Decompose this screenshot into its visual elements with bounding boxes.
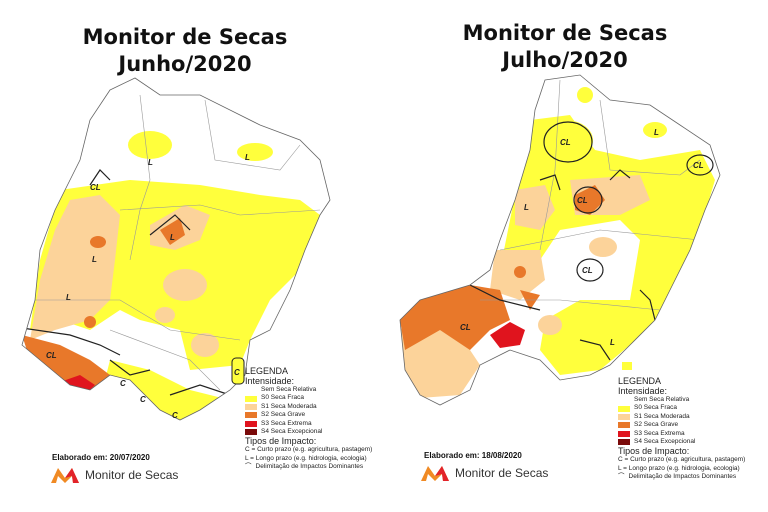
- legend-item: S3 Seca Extrema: [618, 430, 745, 438]
- legend-item: S3 Seca Extrema: [245, 420, 372, 428]
- impact-label: CL: [577, 196, 588, 205]
- legend-item: S0 Seca Fraca: [618, 404, 745, 412]
- monitor-de-secas-logo-icon: [421, 466, 449, 481]
- legend-item: Sem Seca Relativa: [245, 386, 372, 394]
- legend-label: S2 Seca Grave: [261, 411, 306, 419]
- legend-title: LEGENDA: [245, 366, 289, 376]
- legend-july: LEGENDA Intensidade: Sem Seca Relativa S…: [618, 376, 745, 482]
- swatch: [245, 412, 257, 419]
- legend-item: S1 Seca Moderada: [245, 403, 372, 411]
- impact-l: L = Longo prazo (e.g. hidrologia, ecolog…: [618, 464, 740, 472]
- legend-label: S2 Seca Grave: [634, 421, 679, 429]
- swatch: [245, 429, 257, 436]
- swatch: [618, 397, 630, 404]
- impact-l: L = Longo prazo (e.g. hidrologia, ecolog…: [245, 454, 367, 462]
- impact-label: C: [140, 395, 146, 404]
- legend-label: S4 Seca Excepcional: [261, 428, 323, 436]
- legend-item: S2 Seca Grave: [245, 411, 372, 419]
- delimitation-line-icon: ⌒: [245, 463, 252, 471]
- legend-label: Sem Seca Relativa: [261, 386, 317, 393]
- brand-name: Monitor de Secas: [455, 466, 549, 480]
- legend-item: S4 Seca Excepcional: [245, 428, 372, 436]
- impact-c: C = Curto prazo (e.g. agricultura, pasta…: [618, 456, 746, 464]
- map-july: [400, 75, 720, 405]
- legend-label: S0 Seca Fraca: [634, 404, 677, 412]
- title-line1: Monitor de Secas: [462, 21, 668, 45]
- legend-label: S0 Seca Fraca: [261, 394, 304, 402]
- brand-logo: Monitor de Secas: [420, 464, 548, 482]
- swatch: [618, 430, 630, 437]
- s2-area: [22, 335, 110, 390]
- impact-title: Tipos de Impacto:: [245, 436, 317, 447]
- delimitation-item: ⌒ Delimitação de Impactos Dominantes: [618, 473, 745, 481]
- impact-label: C: [172, 411, 178, 420]
- legend-item: S1 Seca Moderada: [618, 413, 745, 421]
- map-title-june: Monitor de Secas Junho/2020: [60, 24, 310, 78]
- impact-c: C = Curto prazo (e.g. agricultura, pasta…: [245, 446, 373, 454]
- legend-intensity-label: Intensidade:: [618, 386, 668, 396]
- legend-label: S3 Seca Extrema: [261, 419, 312, 427]
- legend-item: S0 Seca Fraca: [245, 394, 372, 402]
- title-line2: Julho/2020: [502, 48, 628, 72]
- impact-label: L: [610, 338, 615, 347]
- title-line2: Junho/2020: [118, 52, 252, 76]
- impact-label: L: [170, 233, 175, 242]
- monitor-de-secas-logo-icon: [51, 468, 79, 483]
- swatch: [245, 395, 257, 402]
- impact-label: L: [66, 293, 71, 302]
- legend-intensity-label: Intensidade:: [245, 376, 295, 386]
- map-title-july: Monitor de Secas Julho/2020: [440, 20, 690, 74]
- delimitation-line-icon: ⌒: [618, 473, 625, 481]
- swatch: [618, 422, 630, 429]
- impact-label: C: [120, 379, 126, 388]
- impact-label: L: [92, 255, 97, 264]
- swatch: [245, 387, 257, 394]
- title-line1: Monitor de Secas: [82, 25, 288, 49]
- impact-label: CL: [560, 138, 571, 147]
- swatch: [245, 420, 257, 427]
- brand-logo: Monitor de Secas: [50, 466, 178, 484]
- impact-label: CL: [46, 351, 57, 360]
- swatch: [245, 404, 257, 411]
- legend-label: S3 Seca Extrema: [634, 429, 685, 437]
- impact-label: CL: [460, 323, 471, 332]
- elaborado-date-june: Elaborado em: 20/07/2020: [52, 453, 150, 462]
- legend-label: S1 Seca Moderada: [634, 412, 690, 420]
- legend-label: S1 Seca Moderada: [261, 402, 317, 410]
- swatch: [618, 405, 630, 412]
- impact-label: CL: [693, 161, 704, 170]
- s2-area: [400, 285, 510, 350]
- s3-area: [490, 322, 525, 348]
- swatch: [618, 414, 630, 421]
- legend-june: LEGENDA Intensidade: Sem Seca Relativa S…: [245, 366, 372, 472]
- impact-label: L: [654, 128, 659, 137]
- impact-label: L: [524, 203, 529, 212]
- legend-item: Sem Seca Relativa: [618, 396, 745, 404]
- legend-label: S4 Seca Excepcional: [634, 438, 696, 446]
- impact-label: CL: [90, 183, 101, 192]
- elaborado-date-july: Elaborado em: 18/08/2020: [424, 451, 522, 460]
- legend-label: Sem Seca Relativa: [634, 396, 690, 403]
- impact-label: L: [245, 153, 250, 162]
- impact-label: L: [148, 158, 153, 167]
- legend-label: Delimitação de Impactos Dominantes: [628, 473, 737, 481]
- impact-title: Tipos de Impacto:: [618, 446, 690, 457]
- legend-item: S2 Seca Grave: [618, 421, 745, 429]
- impact-label: C: [234, 368, 240, 377]
- legend-title: LEGENDA: [618, 376, 662, 386]
- delimitation-item: ⌒ Delimitação de Impactos Dominantes: [245, 463, 372, 471]
- legend-item: S4 Seca Excepcional: [618, 438, 745, 446]
- brand-name: Monitor de Secas: [85, 468, 179, 482]
- s1-area: [30, 195, 120, 340]
- s1-area: [515, 185, 555, 230]
- impact-label: CL: [582, 266, 593, 275]
- legend-label: Delimitação de Impactos Dominantes: [255, 463, 364, 471]
- swatch: [618, 439, 630, 446]
